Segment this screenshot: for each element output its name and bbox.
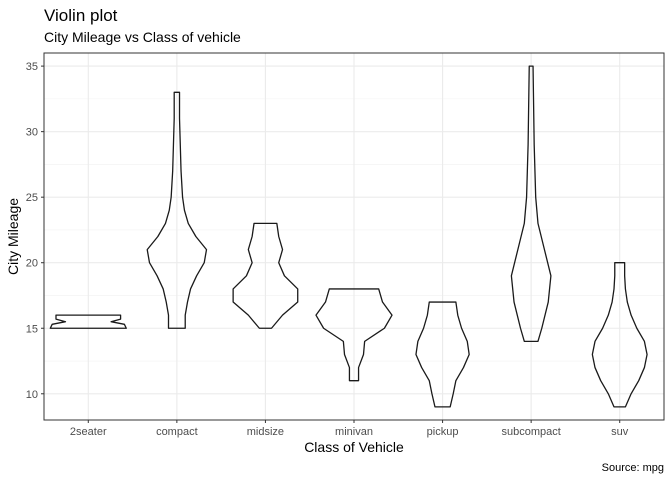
y-tick-label: 10 xyxy=(26,389,38,401)
violin-compact xyxy=(146,91,208,329)
violin-suv xyxy=(591,262,648,408)
x-axis-title: Class of Vehicle xyxy=(304,439,404,455)
chart-subtitle: City Mileage vs Class of vehicle xyxy=(44,29,241,45)
y-tick-label: 35 xyxy=(26,61,38,73)
violins xyxy=(49,65,648,408)
axes: 10 15 20 25 30 35 2seater compact midsize minivan… xyxy=(26,61,629,438)
x-tick-label: 2seater xyxy=(70,426,107,438)
violin-subcompact xyxy=(510,65,552,343)
violin-minivan xyxy=(315,288,393,382)
y-tick-label: 30 xyxy=(26,127,38,139)
y-tick-label: 25 xyxy=(26,192,38,204)
x-tick-label: pickup xyxy=(427,426,459,438)
y-tick-label: 15 xyxy=(26,323,38,335)
y-axis-title: City Mileage xyxy=(5,198,21,275)
y-tick-label: 20 xyxy=(26,258,38,270)
violin-pickup xyxy=(415,301,470,408)
violin-2seater xyxy=(49,314,127,329)
grid xyxy=(44,53,664,420)
x-tick-label: midsize xyxy=(247,426,284,438)
x-tick-label: compact xyxy=(156,426,198,438)
chart-caption: Source: mpg xyxy=(602,462,664,474)
x-tick-label: suv xyxy=(611,426,629,438)
x-tick-label: minivan xyxy=(335,426,373,438)
chart-title: Violin plot xyxy=(44,6,118,25)
x-tick-label: subcompact xyxy=(501,426,560,438)
violin-midsize xyxy=(232,222,299,329)
